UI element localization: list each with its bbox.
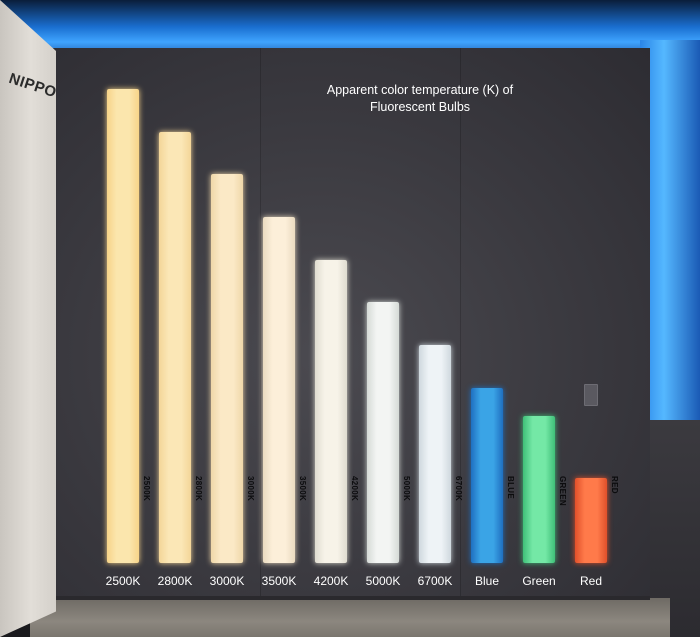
bulb-label: 4200K <box>313 574 349 588</box>
bulb-label: 2500K <box>105 574 141 588</box>
bulb-label: 3500K <box>261 574 297 588</box>
floor <box>30 598 670 637</box>
tube-side-label: 2800K <box>194 476 203 502</box>
tube-side-label: GREEN <box>558 476 567 506</box>
tube-side-label: 4200K <box>350 476 359 502</box>
chart-title: Apparent color temperature (K) of Fluore… <box>270 82 570 116</box>
tube-3500k <box>263 217 295 563</box>
bulb-label: 3000K <box>209 574 245 588</box>
left-white-wall <box>0 0 56 637</box>
tube-side-label: 3500K <box>298 476 307 502</box>
floor-edge <box>40 596 650 600</box>
tube-6700k <box>419 345 451 563</box>
tube-4200k <box>315 260 347 563</box>
tube-side-label: 3000K <box>246 476 255 502</box>
tube-2800k <box>159 132 191 563</box>
wall-seam <box>460 48 461 608</box>
wall-seam <box>260 48 261 608</box>
tube-blue <box>471 388 503 563</box>
bulb-label: 6700K <box>417 574 453 588</box>
blue-led-right-glow <box>640 40 700 430</box>
back-wall <box>50 48 650 608</box>
bulb-label: Red <box>579 574 602 588</box>
tube-side-label: 5000K <box>402 476 411 502</box>
tube-side-label: BLUE <box>506 476 515 499</box>
tube-red <box>575 478 607 563</box>
wall-outlet <box>584 384 598 406</box>
tube-green <box>523 416 555 563</box>
title-line-2: Fluorescent Bulbs <box>369 100 471 114</box>
tube-side-label: 2500K <box>142 476 151 502</box>
bulb-label: 2800K <box>157 574 193 588</box>
tube-5000k <box>367 302 399 563</box>
tube-side-label: RED <box>610 476 619 494</box>
bulb-label: Blue <box>474 574 500 588</box>
bulb-label: 5000K <box>365 574 401 588</box>
title-line-1: Apparent color temperature (K) of <box>326 83 514 97</box>
tube-side-label: 6700K <box>454 476 463 502</box>
tube-2500k <box>107 89 139 563</box>
bulb-label: Green <box>522 574 556 588</box>
tube-3000k <box>211 174 243 563</box>
